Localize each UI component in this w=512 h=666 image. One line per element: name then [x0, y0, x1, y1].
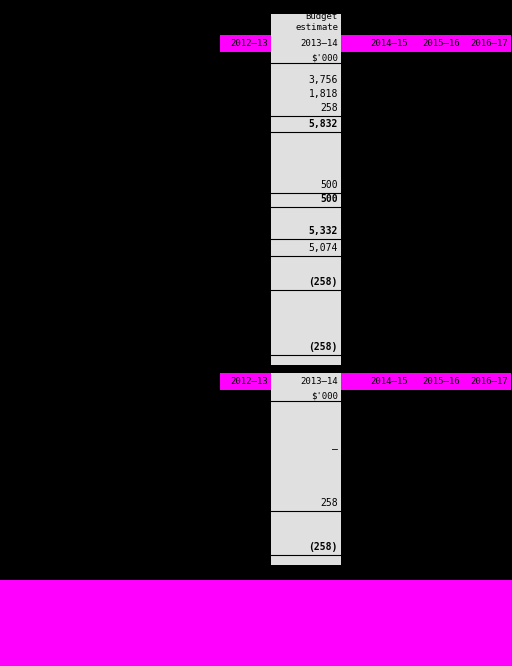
Text: $'000: $'000 [311, 53, 338, 62]
Text: 2013–14: 2013–14 [301, 377, 338, 386]
Text: 2014–15: 2014–15 [370, 39, 408, 48]
Text: 2015–16: 2015–16 [422, 39, 460, 48]
Text: 1,818: 1,818 [309, 89, 338, 99]
Text: 258: 258 [321, 103, 338, 113]
Text: Budget
estimate: Budget estimate [295, 12, 338, 32]
Text: (258): (258) [309, 342, 338, 352]
Text: 500: 500 [321, 194, 338, 204]
Text: 2013–14: 2013–14 [301, 39, 338, 48]
Text: 2014–15: 2014–15 [370, 377, 408, 386]
Text: $'000: $'000 [311, 391, 338, 400]
Text: 2015–16: 2015–16 [422, 377, 460, 386]
Text: 2012–13: 2012–13 [230, 377, 268, 386]
Text: 258: 258 [321, 498, 338, 508]
Text: 5,832: 5,832 [309, 119, 338, 129]
Text: 2016–17: 2016–17 [471, 39, 508, 48]
Text: (258): (258) [309, 542, 338, 552]
Text: 5,332: 5,332 [309, 226, 338, 236]
Text: 2016–17: 2016–17 [471, 377, 508, 386]
Text: 3,756: 3,756 [309, 75, 338, 85]
Text: –: – [332, 444, 338, 454]
Text: 500: 500 [321, 180, 338, 190]
Text: 5,074: 5,074 [309, 243, 338, 253]
Text: 2012–13: 2012–13 [230, 39, 268, 48]
Text: 1 From 2010–11, the Government introduced net cash appropriation arrangements wh: 1 From 2010–11, the Government introduce… [4, 583, 502, 623]
Text: (258): (258) [309, 277, 338, 287]
